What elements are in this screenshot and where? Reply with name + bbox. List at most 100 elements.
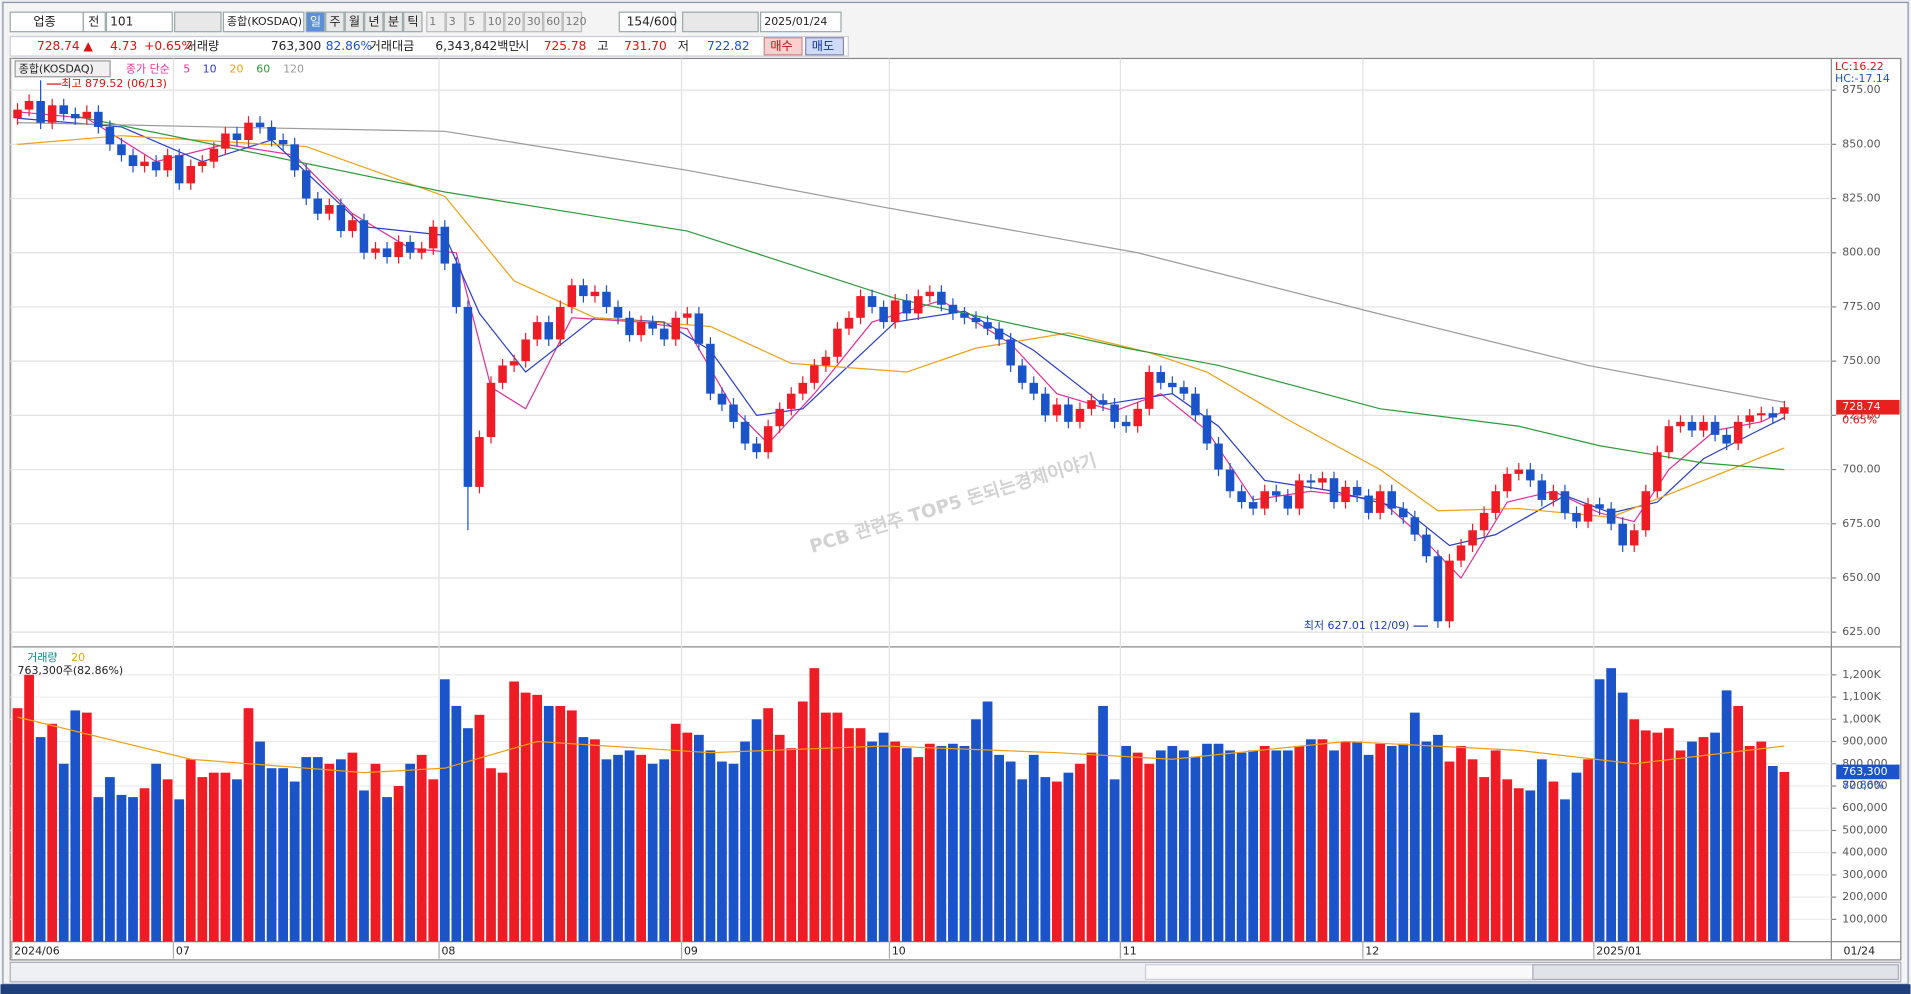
minute-tab[interactable]	[426, 11, 446, 33]
sell-button[interactable]	[805, 37, 845, 56]
volume-bar	[1548, 781, 1559, 942]
volume-bar	[439, 679, 450, 942]
volume-bar	[1744, 745, 1755, 942]
quote-high: 731.70	[624, 39, 667, 53]
minute-tab[interactable]	[445, 11, 466, 33]
search-buttons[interactable]	[174, 11, 222, 33]
volume-bar	[982, 701, 993, 942]
candle-body	[798, 382, 808, 394]
count: 154	[627, 14, 650, 28]
y-tick-label: 675.00	[1842, 517, 1880, 530]
candle-body	[1549, 491, 1558, 500]
view-buttons[interactable]	[1532, 964, 1899, 980]
minute-tab[interactable]	[562, 11, 583, 33]
candle-body	[556, 306, 565, 340]
period-tab[interactable]	[344, 11, 365, 33]
volume-bar	[786, 748, 797, 942]
period-tab[interactable]	[305, 11, 326, 33]
candle-body	[1733, 421, 1743, 444]
volume-bar	[1329, 750, 1339, 942]
volume-bar	[105, 777, 115, 942]
volume-bar	[1409, 712, 1420, 942]
candle-body	[971, 317, 981, 323]
date: 2025/01/24	[764, 15, 827, 28]
volume-bar	[624, 750, 635, 942]
candle-body	[567, 285, 577, 307]
volume-bar	[1294, 745, 1305, 942]
volume-bar	[1167, 745, 1178, 942]
volume-bar	[1583, 759, 1593, 942]
minute-tab[interactable]	[523, 11, 544, 33]
date-box[interactable]	[759, 11, 842, 33]
buy-button[interactable]	[763, 37, 803, 56]
candle-body	[579, 285, 588, 297]
period-tab[interactable]	[325, 11, 345, 33]
x-tick-label: 2024/06	[14, 944, 60, 957]
candle-body	[1653, 452, 1662, 492]
volume-bar	[405, 763, 416, 942]
volume-bar	[370, 763, 381, 942]
volume-bar	[1340, 741, 1351, 942]
period-tab[interactable]	[403, 11, 423, 33]
period-tab[interactable]	[364, 11, 384, 33]
volume-bar	[751, 719, 762, 942]
tool-buttons[interactable]	[682, 11, 759, 33]
candle-body	[509, 361, 519, 366]
volume-bar	[1664, 728, 1674, 942]
minute-tab[interactable]	[543, 11, 563, 33]
volume-bar	[1098, 705, 1108, 942]
mode-box[interactable]	[82, 11, 106, 33]
candle-body	[290, 144, 299, 171]
volume-bar	[243, 708, 254, 942]
volume-bar	[590, 739, 600, 942]
volume-bar	[855, 728, 866, 942]
scroll-thumb[interactable]	[1144, 964, 1536, 980]
volume-bar	[809, 668, 820, 942]
y-tick-label: 1,200K	[1842, 668, 1881, 681]
volume-bar	[128, 797, 138, 942]
minute-tab[interactable]	[465, 11, 485, 33]
volume-bar	[1433, 734, 1443, 942]
buy-label: 매수	[770, 39, 792, 53]
period-tab[interactable]	[383, 11, 404, 33]
volume-tag	[1836, 764, 1900, 780]
candle-body	[94, 111, 103, 127]
candle-body	[13, 109, 22, 119]
volume-bar	[959, 745, 970, 942]
minute-tab[interactable]	[504, 11, 524, 33]
candle-body	[821, 356, 831, 366]
candle-body	[1722, 434, 1731, 444]
candle-body	[151, 161, 161, 171]
volume-bar	[81, 712, 92, 942]
legend-entry: 5	[183, 62, 190, 75]
code-combo[interactable]	[105, 11, 173, 33]
volume-bar	[1028, 754, 1039, 942]
name-box	[222, 11, 305, 33]
quote-low-label: 저	[678, 39, 689, 53]
quote-volume-ratio: 82.86%	[326, 39, 372, 53]
candle-body	[1757, 413, 1766, 416]
candle-body	[521, 339, 530, 362]
volume-bar	[1132, 752, 1143, 942]
candle-body	[1502, 473, 1512, 492]
candle-body	[359, 220, 369, 253]
candle-body	[325, 205, 334, 214]
candle-body	[1456, 545, 1466, 561]
candle-body	[1410, 517, 1420, 535]
candle-body	[1202, 415, 1212, 444]
candle-body	[879, 306, 888, 323]
candle-body	[937, 291, 946, 305]
quote-price: 728.74 ▲	[37, 39, 93, 53]
volume-bar	[1271, 750, 1282, 942]
candle-body	[1687, 421, 1697, 431]
volume-bar	[1779, 771, 1790, 942]
volume-bar	[832, 712, 843, 942]
volume-bar	[1109, 779, 1120, 942]
minute-tab[interactable]	[484, 11, 505, 33]
volume-bar	[1213, 743, 1224, 942]
volume-bar	[821, 712, 831, 942]
candle-body	[198, 161, 207, 167]
candle-body	[405, 241, 415, 253]
